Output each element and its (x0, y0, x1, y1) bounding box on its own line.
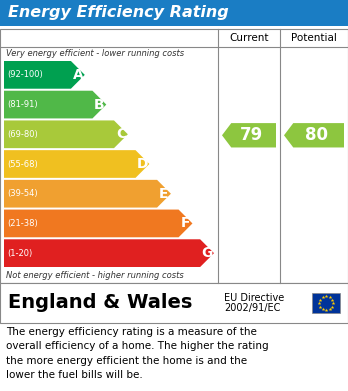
Text: E: E (159, 187, 169, 201)
Text: C: C (116, 127, 126, 141)
Text: (21-38): (21-38) (7, 219, 38, 228)
Text: (55-68): (55-68) (7, 160, 38, 169)
Text: (92-100): (92-100) (7, 70, 43, 79)
Text: Not energy efficient - higher running costs: Not energy efficient - higher running co… (6, 271, 184, 280)
Text: (1-20): (1-20) (7, 249, 32, 258)
Text: 2002/91/EC: 2002/91/EC (224, 303, 280, 313)
Polygon shape (4, 120, 128, 148)
Text: Potential: Potential (291, 33, 337, 43)
Bar (312, 293, 340, 313)
Text: 80: 80 (305, 126, 328, 144)
Text: The energy efficiency rating is a measure of the
overall efficiency of a home. T: The energy efficiency rating is a measur… (6, 327, 269, 380)
Polygon shape (222, 123, 276, 147)
Text: B: B (94, 98, 105, 111)
Polygon shape (4, 239, 214, 267)
Text: G: G (201, 246, 213, 260)
Text: D: D (137, 157, 148, 171)
Text: Energy Efficiency Rating: Energy Efficiency Rating (8, 5, 229, 20)
Text: (69-80): (69-80) (7, 130, 38, 139)
Text: EU Directive: EU Directive (224, 293, 284, 303)
Polygon shape (4, 210, 192, 237)
Bar (0, 0, 348, 26)
Polygon shape (284, 123, 344, 147)
Polygon shape (4, 91, 106, 118)
Bar (0, 29, 348, 283)
Bar (0, 283, 348, 323)
Polygon shape (4, 61, 85, 89)
Text: Current: Current (229, 33, 269, 43)
Text: 79: 79 (240, 126, 263, 144)
Polygon shape (4, 150, 149, 178)
Polygon shape (4, 180, 171, 208)
Text: F: F (181, 217, 190, 230)
Text: (39-54): (39-54) (7, 189, 38, 198)
Text: A: A (72, 68, 83, 82)
Text: (81-91): (81-91) (7, 100, 38, 109)
Text: Very energy efficient - lower running costs: Very energy efficient - lower running co… (6, 50, 184, 59)
Text: England & Wales: England & Wales (8, 294, 192, 312)
